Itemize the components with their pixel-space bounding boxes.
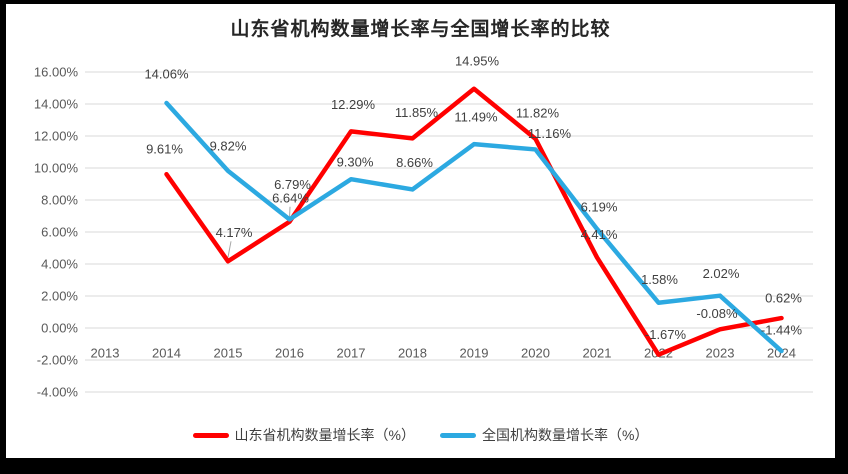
data-label: 11.85% (395, 105, 439, 120)
line-chart: -4.00% -2.00% 0.00% 2.00% 4.00% 6.00% 8.00% 10.… (34, 53, 813, 400)
legend-item-shandong: 山东省机构数量增长率（%） (192, 425, 415, 445)
x-tick-label: 2023 (706, 346, 735, 361)
x-tick-label: 2017 (337, 346, 366, 361)
y-tick-label: -4.00% (37, 385, 79, 400)
data-label: 9.30% (337, 155, 374, 170)
y-tick-label: 2.00% (41, 289, 78, 304)
legend-marker-national (440, 432, 476, 438)
series-line-0 (164, 86, 784, 357)
x-tick-label: 2020 (521, 346, 550, 361)
data-label: -1.67% (645, 327, 687, 342)
y-tick-label: -2.00% (37, 353, 79, 368)
data-label: 12.29% (331, 97, 376, 112)
data-label: 9.82% (210, 138, 247, 153)
y-tick-label: 6.00% (41, 225, 78, 240)
chart-legend: 山东省机构数量增长率（%） 全国机构数量增长率（%） (6, 425, 835, 445)
data-label: -1.44% (761, 323, 803, 338)
data-label: 4.17% (216, 225, 253, 240)
chart-title: 山东省机构数量增长率与全国增长率的比较 (230, 19, 611, 40)
x-tick-label: 2019 (460, 346, 489, 361)
gridlines (85, 71, 813, 393)
legend-marker-shandong (192, 432, 229, 438)
data-label: 2.02% (703, 266, 740, 281)
x-tick-label: 2018 (398, 346, 427, 361)
x-tick-label: 2015 (214, 346, 243, 361)
data-label: -0.08% (696, 306, 738, 321)
series-data-labels-0: 9.61% 4.17% 6.64% 12.29% 11.85% 14.95% 11.82% 4… (146, 53, 802, 342)
legend-label-national: 全国机构数量增长率（%） (482, 427, 649, 443)
data-label: 11.82% (516, 105, 560, 120)
y-tick-label: 8.00% (41, 193, 78, 208)
legend-label-shandong: 山东省机构数量增长率（%） (234, 427, 415, 443)
x-axis-labels: 2013 2014 2015 2016 2017 2018 2019 2020 2021 2022… (91, 346, 796, 361)
series-line-1 (164, 100, 784, 354)
y-tick-label: 14.00% (34, 97, 79, 112)
y-tick-label: 16.00% (34, 65, 79, 80)
x-tick-label: 2013 (91, 346, 120, 361)
x-tick-label: 2014 (152, 346, 181, 361)
y-tick-label: 12.00% (34, 129, 79, 144)
x-tick-label: 2021 (583, 346, 612, 361)
series-data-labels-1: 14.06% 9.82% 6.79% 9.30% 8.66% 11.49% 11.16% 6.… (144, 67, 802, 338)
data-label: 9.61% (146, 142, 183, 157)
data-label: 11.16% (528, 126, 572, 141)
x-tick-label: 2016 (275, 346, 304, 361)
y-tick-label: 0.00% (41, 321, 78, 336)
label-leader-line (227, 241, 232, 258)
data-label: 4.41% (581, 227, 618, 242)
data-label: 1.58% (641, 272, 678, 287)
label-leader-line (289, 206, 291, 218)
data-label: 6.19% (581, 199, 618, 214)
y-tick-label: 4.00% (41, 257, 78, 272)
data-label: 0.62% (765, 291, 802, 306)
chart-canvas: 山东省机构数量增长率与全国增长率的比较 -4.00% -2.00% 0.00% 2.0… (6, 4, 835, 458)
legend-item-national: 全国机构数量增长率（%） (440, 425, 648, 445)
data-label: 11.49% (454, 110, 498, 125)
data-label: 6.79% (274, 177, 311, 192)
y-tick-label: 10.00% (34, 161, 79, 176)
y-axis-labels: -4.00% -2.00% 0.00% 2.00% 4.00% 6.00% 8.00% 10.… (34, 65, 79, 400)
data-label: 6.64% (272, 190, 309, 205)
data-label: 14.06% (144, 67, 189, 82)
data-label: 14.95% (455, 53, 500, 68)
data-label: 8.66% (396, 155, 433, 170)
